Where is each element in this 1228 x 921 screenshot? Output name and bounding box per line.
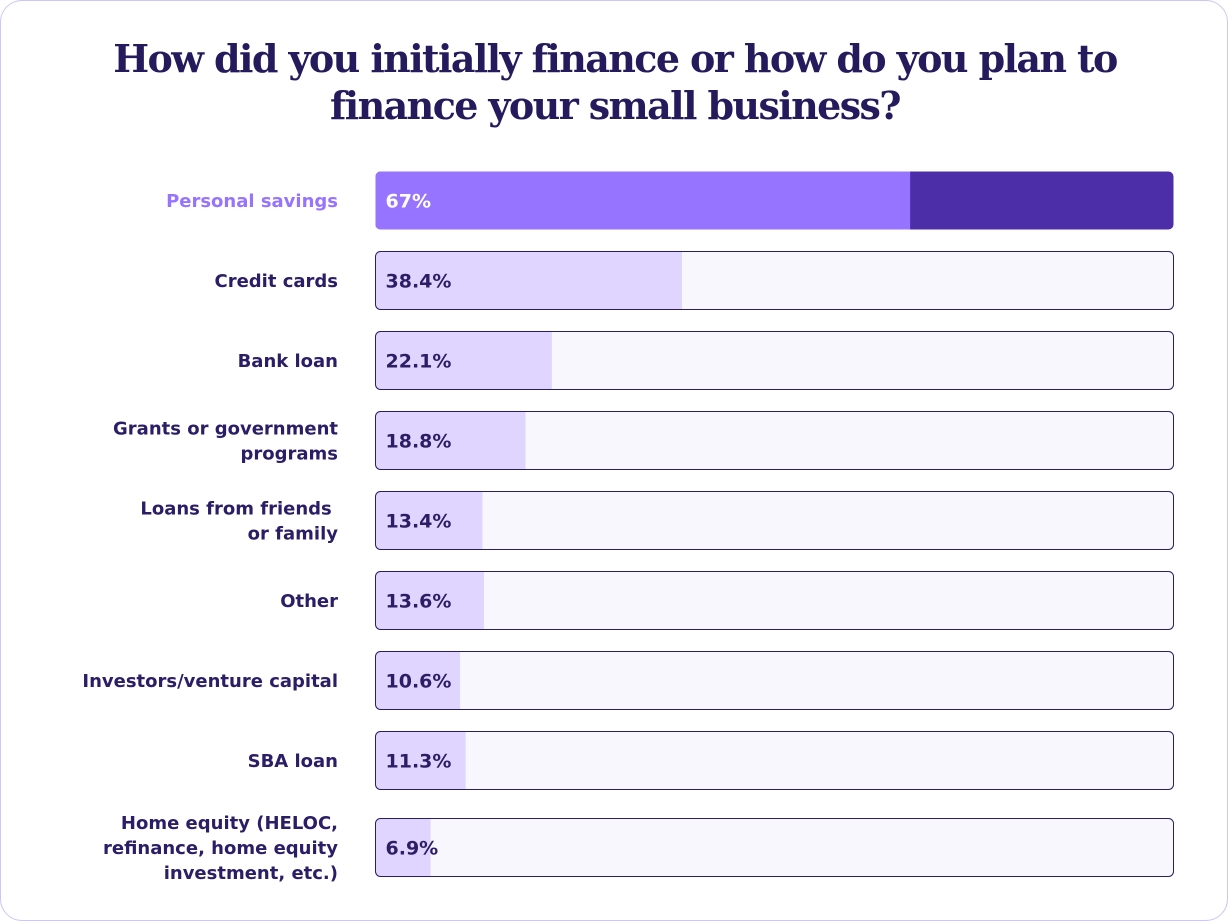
category-label: Personal savings	[166, 191, 338, 212]
category-label: Other	[280, 591, 338, 612]
category-label: SBA loan	[248, 751, 338, 772]
bar-track-border	[375, 331, 1174, 390]
bar	[375, 491, 483, 550]
bar-track-border	[375, 251, 1174, 310]
category-label: Bank loan	[238, 351, 338, 372]
bar-value-label: 6.9%	[386, 838, 439, 860]
bar-row: 13.6% Other	[280, 571, 1174, 630]
chart-title: How did you initially finance or how do …	[113, 36, 1118, 128]
bar-track	[375, 411, 1174, 470]
bar-row: 10.6% Investors/venture capital	[82, 651, 1174, 710]
bar	[375, 331, 552, 390]
bar-value-label: 22.1%	[386, 351, 452, 373]
bar	[375, 171, 911, 230]
bar-row: 13.4% Loans from friends or family	[140, 491, 1174, 550]
bar-value-label: 13.6%	[386, 591, 452, 613]
bar-track-border	[375, 411, 1174, 470]
bar-row: 6.9% Home equity (HELOC, refinance, home e…	[103, 813, 1174, 884]
bar-row: 18.8% Grants or government programs	[113, 411, 1174, 470]
bar-track	[375, 491, 1174, 550]
bar-value-label: 38.4%	[386, 271, 452, 293]
bar	[375, 651, 461, 710]
category-label: Home equity (HELOC, refinance, home equit…	[103, 813, 338, 884]
bar	[375, 818, 431, 877]
bar-track-border	[375, 651, 1174, 710]
bar-value-label: 18.8%	[386, 431, 452, 453]
bar-track-border	[375, 491, 1174, 550]
bar	[375, 731, 466, 790]
bar-row: 22.1% Bank loan	[238, 331, 1174, 390]
bar-row: 38.4% Credit cards	[214, 251, 1174, 310]
bar-value-label: 11.3%	[386, 751, 452, 773]
bar	[375, 571, 485, 630]
bar-value-label: 10.6%	[386, 671, 452, 693]
bar	[375, 251, 682, 310]
category-label: Investors/venture capital	[82, 671, 338, 692]
bar-track	[375, 818, 1174, 877]
bar-row: 67% Personal savings	[166, 171, 1174, 230]
bar-track	[375, 731, 1174, 790]
category-label: Loans from friends or family	[140, 499, 338, 545]
bar-track	[375, 651, 1174, 710]
category-label: Grants or government programs	[113, 419, 338, 465]
bar-value-label: 67%	[386, 191, 431, 213]
bar-row: 11.3% SBA loan	[248, 731, 1174, 790]
bar-track-border	[375, 818, 1174, 877]
bar-track	[375, 331, 1174, 390]
bar-track-border	[375, 731, 1174, 790]
category-label: Credit cards	[214, 271, 338, 292]
bar-value-label: 13.4%	[386, 511, 452, 533]
bar-track	[375, 571, 1174, 630]
bar-track-border	[375, 571, 1174, 630]
bar	[375, 411, 526, 470]
